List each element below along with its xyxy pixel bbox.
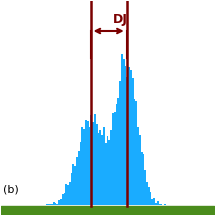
Bar <box>101 135 103 205</box>
Bar <box>60 199 62 205</box>
Bar <box>87 121 89 205</box>
Bar <box>143 154 144 205</box>
Bar <box>98 133 100 205</box>
Bar <box>81 127 83 205</box>
Bar <box>94 114 96 205</box>
Bar <box>78 151 80 205</box>
Bar <box>141 152 143 205</box>
Bar <box>49 204 51 205</box>
Bar <box>99 130 101 205</box>
Bar <box>69 182 71 205</box>
Bar <box>83 129 85 205</box>
Bar <box>85 120 87 205</box>
Bar <box>121 54 123 205</box>
Bar <box>72 164 74 205</box>
Text: (b): (b) <box>3 185 19 195</box>
Bar <box>144 170 146 205</box>
Bar <box>74 166 76 205</box>
Bar <box>53 202 55 205</box>
Bar <box>51 204 53 205</box>
Bar <box>146 182 148 205</box>
Bar <box>108 140 110 205</box>
Bar <box>56 204 58 205</box>
Bar <box>157 201 159 205</box>
Text: DJ: DJ <box>113 14 128 26</box>
Bar <box>135 101 137 205</box>
Bar <box>112 113 114 205</box>
Bar <box>137 127 139 205</box>
Bar <box>153 198 155 205</box>
Bar <box>89 127 91 205</box>
Bar <box>58 200 60 205</box>
Bar <box>105 143 107 205</box>
Bar <box>126 77 128 205</box>
Bar <box>115 104 117 205</box>
Bar <box>110 130 112 205</box>
Bar <box>92 122 94 205</box>
Bar <box>132 78 134 205</box>
Bar <box>134 98 135 205</box>
Bar <box>124 66 126 205</box>
Bar <box>148 187 150 205</box>
Bar <box>103 127 105 205</box>
Bar <box>67 185 69 205</box>
Bar <box>107 136 108 205</box>
Bar <box>128 67 130 205</box>
Bar <box>46 204 47 205</box>
Bar <box>55 203 56 205</box>
Bar <box>119 81 121 205</box>
Bar <box>114 112 116 205</box>
Bar <box>139 135 141 205</box>
Bar <box>91 115 92 205</box>
Bar <box>123 59 124 205</box>
Bar <box>71 174 72 205</box>
Bar <box>62 194 64 205</box>
Bar <box>130 70 132 205</box>
Bar <box>96 124 98 205</box>
Bar <box>80 142 81 205</box>
Bar <box>65 184 67 205</box>
Bar <box>63 193 65 205</box>
Bar <box>155 203 157 205</box>
Bar <box>76 157 78 205</box>
Bar <box>160 204 162 205</box>
Bar <box>164 204 166 205</box>
Bar <box>150 192 152 205</box>
Bar <box>159 204 160 205</box>
Bar <box>117 98 119 205</box>
Bar <box>47 204 49 205</box>
Bar <box>151 199 153 205</box>
